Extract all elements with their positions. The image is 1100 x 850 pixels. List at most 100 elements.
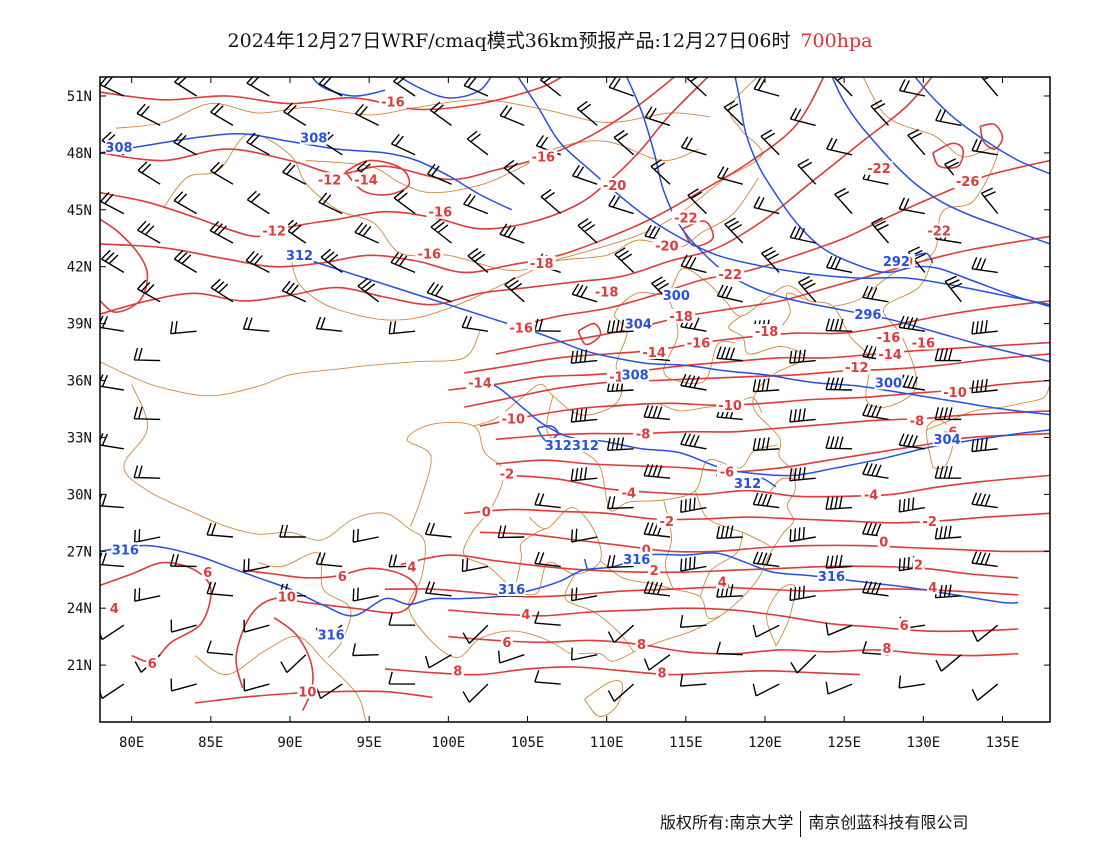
wind-barb: [679, 673, 707, 687]
wind-barb: [173, 132, 197, 156]
wind-barb: [606, 554, 634, 569]
wind-barb: [136, 103, 161, 127]
title-main: 2024年12月27日WRF/cmaq模式36km预报产品:12月27日06时: [227, 30, 791, 52]
temperature-label: 8: [658, 667, 667, 682]
temp-label-bg: [260, 223, 289, 238]
temp-label-bg: [909, 335, 938, 350]
temp-label-bg: [336, 568, 349, 583]
geopotential-contour: [517, 77, 1050, 306]
plot-frame: [99, 76, 1051, 723]
wind-barb: [607, 624, 635, 644]
wind-barb: [427, 163, 452, 185]
temp-label-bg: [716, 267, 745, 282]
wind-barb: [424, 522, 452, 538]
wind-barb: [644, 106, 671, 127]
temperature-label: -22: [674, 211, 698, 226]
temperature-label: -16: [418, 247, 442, 262]
wind-barb: [134, 587, 161, 602]
temp-label-bg: [633, 426, 654, 441]
border-line: [782, 258, 934, 408]
wind-barb: [679, 614, 707, 628]
temp-label-bg: [276, 589, 297, 604]
geopotential-contour: [734, 77, 1050, 308]
geo-label-bg: [105, 140, 133, 155]
temperature-contour: [464, 508, 1050, 524]
footer-copyright: 版权所有:南京大学: [660, 813, 794, 832]
wind-barb: [716, 584, 743, 598]
wind-barb: [934, 348, 962, 362]
wind-barb: [424, 581, 452, 597]
wind-barb: [680, 254, 707, 274]
temp-label-bg: [507, 320, 536, 335]
temp-label-bg: [529, 149, 558, 164]
wind-barb: [393, 189, 416, 215]
temperature-label: -20: [655, 240, 679, 255]
geopotential-label: 316: [623, 553, 650, 568]
wind-barb: [173, 191, 197, 215]
geo-label-bg: [497, 582, 526, 597]
wind-barb: [283, 102, 307, 126]
temp-label-bg: [648, 563, 661, 578]
geo-label-bg: [624, 316, 653, 331]
temp-label-bg: [640, 344, 669, 359]
geopotential-label: 308: [105, 141, 132, 156]
wind-barb: [825, 318, 853, 332]
wind-barb: [499, 105, 525, 127]
wind-barb: [246, 190, 270, 215]
temperature-contour: [344, 159, 411, 196]
wind-barb: [497, 525, 525, 539]
temp-label-bg: [426, 204, 455, 219]
wind-barb: [352, 528, 379, 543]
lat-tick-label: 48N: [67, 146, 92, 162]
temp-label-bg: [752, 324, 781, 339]
temp-label-bg: [716, 574, 729, 589]
lon-tick-label: 100E: [431, 735, 465, 751]
wind-barb: [352, 587, 379, 602]
wind-barb: [606, 378, 634, 393]
wind-barb: [246, 132, 270, 156]
wind-barb: [752, 492, 780, 509]
wind-barb: [643, 405, 671, 421]
wind-barb: [898, 315, 926, 332]
geopotential-contour: [100, 544, 1019, 617]
wind-barb: [101, 249, 125, 274]
border-line: [115, 99, 710, 129]
lat-tick-label: 45N: [67, 203, 92, 219]
wind-barb: [170, 678, 197, 692]
lat-tick-label: 33N: [67, 430, 92, 446]
temperature-contour: [100, 77, 676, 181]
wind-barb: [466, 130, 489, 156]
wind-barb: [789, 526, 816, 543]
wind-barb: [608, 194, 634, 215]
temperature-label: -10: [718, 399, 742, 414]
temperature-contour: [100, 218, 149, 314]
wind-barb: [716, 525, 743, 539]
wind-barb: [935, 109, 962, 127]
wind-barb: [971, 551, 998, 568]
wind-barb: [870, 99, 890, 126]
wind-barb: [534, 669, 561, 685]
wind-barb: [206, 640, 234, 656]
wind-barb: [643, 463, 671, 479]
temperature-label: -16: [509, 321, 533, 336]
wind-barb: [243, 619, 270, 633]
temperature-contour: [464, 353, 1050, 408]
temperature-contour: [100, 77, 563, 111]
temperature-label: -8: [910, 414, 924, 429]
wind-barb: [210, 161, 234, 185]
wind-barb: [971, 257, 998, 274]
wind-barb: [534, 611, 561, 626]
geopotential-labels: 3083083123003042962923083003043123123123…: [105, 130, 962, 644]
wind-barb: [907, 246, 926, 273]
wind-barb: [753, 196, 780, 215]
temperature-label: -16: [877, 331, 901, 346]
border-line: [767, 477, 797, 495]
geo-label-bg: [933, 432, 962, 447]
temperature-label: -12: [262, 225, 286, 240]
wind-barb: [210, 102, 234, 127]
geopotential-contour: [305, 258, 1050, 416]
wind-barb: [169, 553, 197, 568]
temp-label-bg: [880, 640, 893, 655]
temp-label-bg: [378, 94, 407, 109]
temperature-contour: [400, 554, 1019, 579]
